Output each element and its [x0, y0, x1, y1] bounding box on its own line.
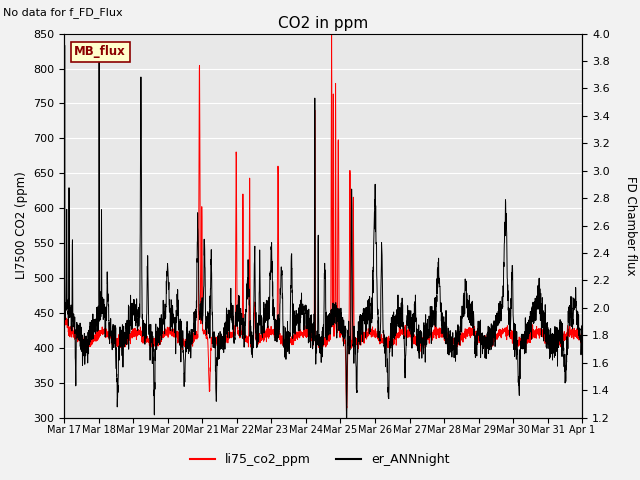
Legend: li75_co2_ppm, er_ANNnight: li75_co2_ppm, er_ANNnight [186, 448, 454, 471]
Text: MB_flux: MB_flux [74, 45, 126, 58]
Y-axis label: FD Chamber flux: FD Chamber flux [624, 176, 637, 276]
Title: CO2 in ppm: CO2 in ppm [278, 16, 369, 31]
Text: No data for f_FD_Flux: No data for f_FD_Flux [3, 7, 123, 18]
Y-axis label: LI7500 CO2 (ppm): LI7500 CO2 (ppm) [15, 172, 28, 279]
